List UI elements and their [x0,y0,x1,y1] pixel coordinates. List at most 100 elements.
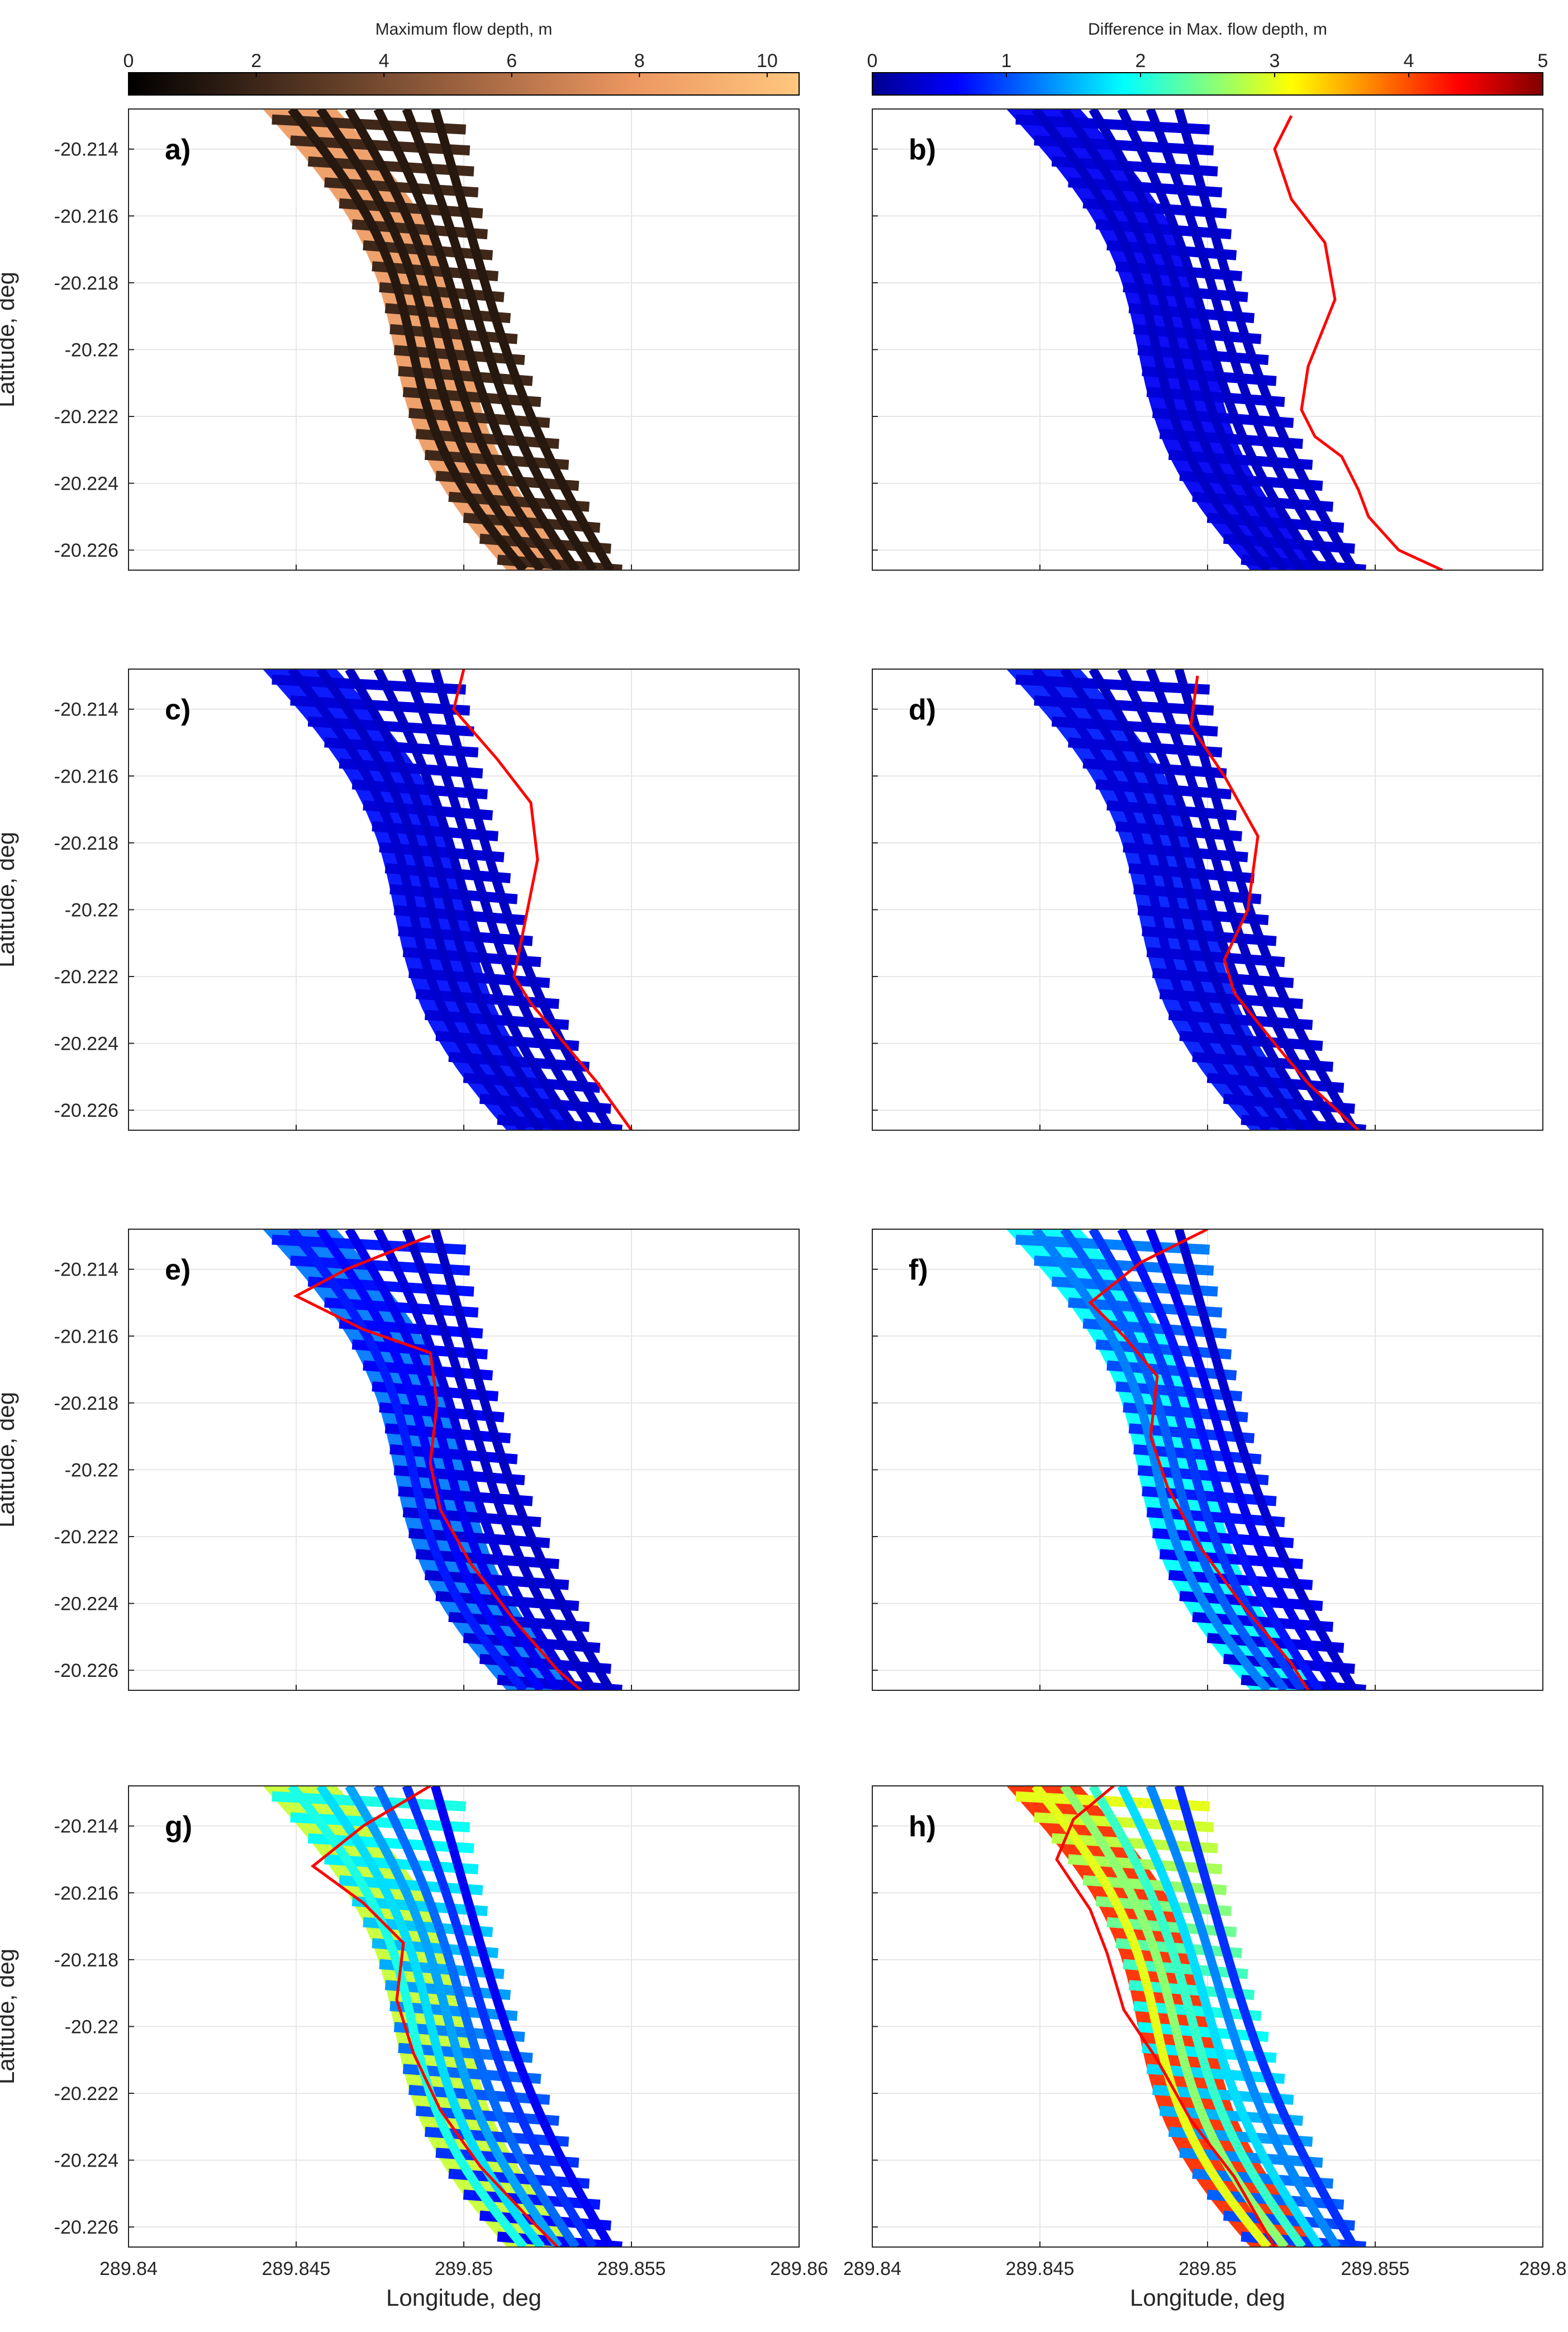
street-segment [1060,1229,1289,1690]
y-axis-label: Latitude, deg [0,1392,19,1528]
panel-label: e) [165,1254,191,1286]
colorbar-tick-label: 6 [506,50,517,72]
panel-f: f) [872,1229,1543,1691]
street-segment [1060,669,1289,1130]
y-tick-label: -20.218 [54,1950,118,1971]
y-tick-label: -20.22 [65,2016,118,2037]
panel-label: f) [909,1254,928,1286]
panel-b: b) [872,108,1543,571]
street-segment [1089,109,1306,570]
flow-depth-field [1006,669,1366,1130]
street-segment [1117,1786,1324,2247]
street-segment [1032,1786,1271,2247]
panel-label: g) [165,1810,192,1843]
flow-depth-field [263,669,633,1130]
x-tick-label: 289.84 [99,2258,158,2279]
street-segment [345,109,562,570]
street-segment [373,669,580,1130]
street-segment [1117,1229,1324,1690]
coastal-inundation [1006,1786,1324,2247]
street-segment [288,1786,528,2247]
street-segment [316,1786,545,2247]
street-segment [1146,1229,1341,1690]
flow-depth-field [263,1229,623,1690]
street-segment [288,669,528,1130]
street-segment [288,109,528,570]
y-tick-label: -20.222 [54,966,118,988]
y-axis-label: Latitude, deg [0,272,19,407]
flow-depth-field [1006,1229,1366,1690]
x-tick-label: 289.8 [1519,2258,1566,2279]
street-segment [345,1786,562,2247]
y-tick-label: -20.222 [54,2083,118,2105]
inundation-line [452,669,633,1130]
street-segment [430,109,615,570]
street-segment [430,1786,615,2247]
street-segment [345,669,562,1130]
street-segment [373,1786,580,2247]
colorbar-tick-label: 8 [634,50,645,72]
panel-e: e) -20.214 -20.216 -20.218 -20.22 -20.222 -20.… [0,1229,800,1691]
y-axis-label: Latitude, deg [0,1949,19,2084]
coastal-inundation [263,1786,581,2247]
colorbar-tick-label: 4 [379,50,389,72]
panel-label: d) [909,694,936,726]
x-tick-label: 289.855 [597,2258,666,2279]
x-axis-label: Longitude, deg [386,2284,541,2311]
colorbar-tick-label: 3 [1270,50,1280,72]
street-segment [1117,109,1324,570]
y-tick-label: -20.222 [54,1527,118,1548]
coastal-inundation [263,1229,581,1690]
panel-g: g) -20.214 -20.216 -20.218 -20.22 -20.222 -20.… [0,1785,828,2311]
coastal-inundation [1006,669,1324,1130]
colorbar-tick-label: 1 [1001,50,1012,72]
flow-depth-field [263,1786,623,2247]
y-tick-label: -20.214 [54,1259,118,1281]
street-segment [1089,1786,1306,2247]
x-axis-label: Longitude, deg [1130,2284,1285,2311]
panel-label: b) [909,134,936,166]
inundation-line [1055,1786,1276,2247]
colorbar-tick-label: 0 [867,50,878,72]
y-tick-label: -20.224 [54,2150,118,2172]
y-tick-label: -20.224 [54,1594,118,1615]
x-tick-label: 289.845 [262,2258,331,2279]
street-segment [345,1229,562,1690]
flow-depth-field [1006,1786,1366,2247]
y-tick-label: -20.226 [54,1660,118,1681]
street-segment [316,669,545,1130]
street-segment [1032,109,1271,570]
street-segment [316,109,545,570]
street-segment [373,109,580,570]
y-tick-label: -20.216 [54,206,118,227]
panel-a: a) -20.214 -20.216 -20.218 -20.22 -20.222 -20.… [0,108,800,571]
colorbar-title: Difference in Max. flow depth, m [1088,20,1327,39]
y-tick-label: -20.216 [54,1883,118,1904]
street-segment [430,1229,615,1690]
panel-label: h) [909,1810,936,1843]
coastal-inundation [263,669,581,1130]
street-segment [1032,669,1271,1130]
y-tick-label: -20.214 [54,1816,118,1837]
y-tick-label: -20.214 [54,699,118,721]
colorbar-tick-label: 10 [757,50,778,72]
colorbar-tick-label: 2 [251,50,262,72]
colorbar-title: Maximum flow depth, m [376,20,553,39]
colorbar-gradient [128,72,800,96]
x-tick-label: 289.86 [770,2258,828,2279]
street-segment [1117,669,1324,1130]
street-segment [1174,1786,1358,2247]
colorbar-tick-label: 2 [1135,50,1146,72]
street-segment [373,1229,580,1690]
colorbar-tick-label: 0 [123,50,134,72]
y-tick-label: -20.218 [54,1393,118,1414]
panel-h: h) 289.84 289.845 289.85 289.855 289.8 Longitu… [843,1785,1567,2311]
street-segment [402,1229,597,1690]
y-tick-label: -20.22 [65,899,118,921]
panel-label: c) [165,694,191,726]
street-segment [402,669,597,1130]
y-tick-label: -20.22 [65,1459,118,1481]
street-segment [1174,1229,1358,1690]
x-tick-label: 289.85 [435,2258,493,2279]
